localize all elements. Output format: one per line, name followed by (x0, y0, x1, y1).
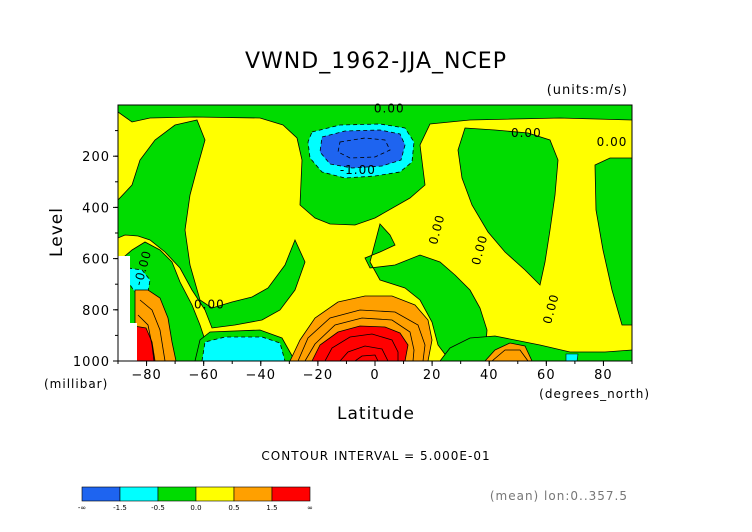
x-tick-label: −20 (303, 368, 333, 383)
contour-field (118, 105, 632, 361)
colorbar-label: ∞ (307, 504, 313, 512)
colorbar-label: -1.5 (113, 504, 127, 512)
region-green-bottom-right (439, 335, 632, 361)
y-tick-label: 200 (82, 150, 110, 165)
region-cyan-right (565, 353, 579, 361)
x-tick-label: −60 (188, 368, 218, 383)
y-axis-title: Level (47, 207, 67, 257)
contour-label: 0.00 (597, 135, 628, 149)
x-tick-label: 80 (594, 368, 613, 383)
chart-title: VWND_1962-JJA_NCEP (245, 49, 507, 74)
colorbar-swatch (195, 486, 235, 502)
right-contours (491, 349, 529, 361)
y-tick-label: 1000 (73, 355, 110, 370)
missing-data-region (118, 256, 137, 361)
region-green-center (364, 223, 488, 361)
center-max-contours (297, 309, 426, 361)
y-axis: 200 400 600 800 1000 (73, 130, 118, 370)
x-tick-label: −40 (246, 368, 276, 383)
blue-core-inner-contour (337, 137, 391, 159)
colorbar-label: -0.5 (151, 504, 165, 512)
mean-lon-note: (mean) lon:0..357.5 (490, 489, 628, 503)
colorbar-label: 0.0 (190, 504, 201, 512)
region-green-right1 (457, 127, 559, 286)
contour-label: 0.00 (511, 126, 542, 140)
y-tick-label: 400 (82, 201, 110, 216)
x-tick-label: 20 (423, 368, 442, 383)
x-axis-title: Latitude (337, 404, 415, 424)
colorbar-label: -∞ (78, 504, 86, 512)
region-green-right2 (594, 157, 632, 326)
colorbar-swatch (233, 486, 273, 502)
left-contours (137, 299, 166, 361)
y-tick-label: 600 (82, 253, 110, 268)
x-axis: −80 −60 −40 −20 0 20 40 60 80 (117, 361, 633, 383)
colorbar: -∞ -1.5 -0.5 0.0 0.5 1.5 ∞ (78, 486, 313, 512)
contour-label: 0.00 (194, 298, 225, 312)
y-axis-units: (millibar) (44, 377, 108, 391)
x-tick-label: 60 (537, 368, 556, 383)
colorbar-swatch (81, 486, 121, 502)
units-label: (units:m/s) (547, 83, 628, 98)
colorbar-swatch (157, 486, 197, 502)
x-axis-units: (degrees_north) (539, 387, 650, 401)
x-tick-label: 40 (480, 368, 499, 383)
contour-label: -1.00 (340, 163, 376, 177)
contour-interval: CONTOUR INTERVAL = 5.000E-01 (261, 449, 490, 463)
colorbar-swatch (271, 486, 311, 502)
x-tick-label: 0 (370, 368, 379, 383)
colorbar-label: 0.5 (228, 504, 239, 512)
colorbar-label: 1.5 (266, 504, 277, 512)
x-tick-label: −80 (131, 368, 161, 383)
colorbar-swatch (119, 486, 159, 502)
y-tick-label: 800 (82, 304, 110, 319)
region-green-left (118, 119, 306, 329)
region-cyan-bottom (201, 336, 286, 361)
contour-label: 0.00 (374, 102, 405, 116)
